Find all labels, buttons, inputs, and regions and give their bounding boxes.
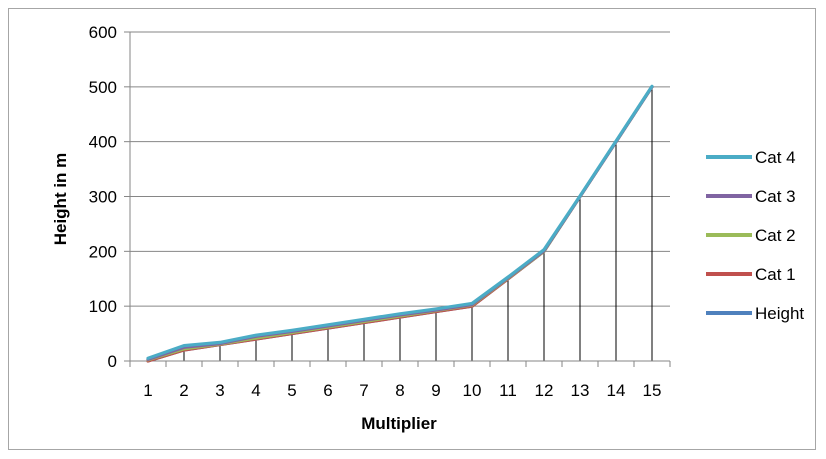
chart-frame	[8, 8, 816, 450]
series-line-cat-4	[146, 84, 654, 360]
y-tick-label-100: 100	[89, 297, 117, 316]
legend-label-cat-4: Cat 4	[755, 148, 796, 167]
x-tick-labels: 1 2 3 4 5 6 7 8 9 10 11 12 13 14 15	[143, 381, 661, 400]
y-tick-label-500: 500	[89, 78, 117, 97]
legend-label-cat-2: Cat 2	[755, 226, 796, 245]
x-tick-label-8: 8	[395, 381, 404, 400]
y-tick-label-200: 200	[89, 242, 117, 261]
x-tick-label-13: 13	[571, 381, 590, 400]
legend-label-height: Height	[755, 304, 804, 323]
x-tick-label-7: 7	[359, 381, 368, 400]
legend-label-cat-1: Cat 1	[755, 265, 796, 284]
x-tick-label-14: 14	[607, 381, 626, 400]
x-tick-label-15: 15	[643, 381, 662, 400]
x-tick-label-10: 10	[463, 381, 482, 400]
x-tick-label-4: 4	[251, 381, 260, 400]
gridlines	[124, 31, 670, 362]
x-tick-label-9: 9	[431, 381, 440, 400]
y-tick-label-300: 300	[89, 188, 117, 207]
x-tick-label-11: 11	[499, 381, 517, 400]
legend-label-cat-3: Cat 3	[755, 187, 796, 206]
series-lines	[146, 84, 654, 363]
x-tick-label-12: 12	[535, 381, 554, 400]
x-tick-label-3: 3	[215, 381, 224, 400]
x-tick-label-1: 1	[143, 381, 152, 400]
axes	[129, 32, 671, 367]
y-tick-labels: 0 100 200 300 400 500 600	[89, 23, 117, 371]
x-tick-label-2: 2	[179, 381, 188, 400]
drop-lines	[147, 86, 653, 361]
y-tick-label-600: 600	[89, 23, 117, 42]
y-axis-title: Height in m	[51, 153, 70, 246]
y-tick-label-0: 0	[108, 352, 117, 371]
y-tick-label-400: 400	[89, 133, 117, 152]
x-tick-label-6: 6	[323, 381, 332, 400]
legend: Cat 4 Cat 3 Cat 2 Cat 1 Height	[706, 148, 804, 323]
x-tick-label-5: 5	[287, 381, 296, 400]
x-axis-title: Multiplier	[361, 414, 437, 433]
